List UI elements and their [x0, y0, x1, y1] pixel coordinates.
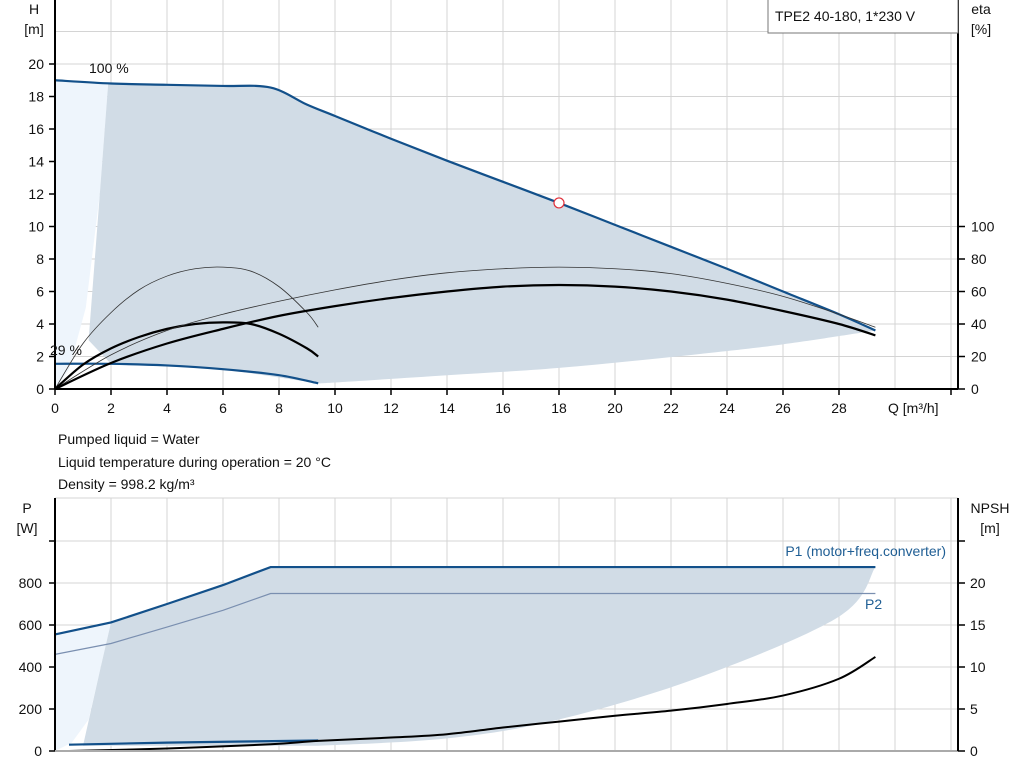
y-tick-label: 10	[28, 219, 44, 235]
y2-tick-label: 20	[970, 575, 986, 591]
top-plot-operating-area	[55, 80, 876, 389]
efficiency-curve	[54, 321, 319, 390]
x-tick-label: 20	[607, 400, 623, 416]
top-plot-axes: 0 2 4 6 8 10 12 14 16 18 20 22 24 26 28024681012141618…	[28, 0, 995, 416]
y-tick-label: 4	[36, 316, 44, 332]
y-tick-label: 16	[28, 121, 44, 137]
x-tick-label: 16	[495, 400, 511, 416]
y-tick-label: 600	[19, 617, 43, 633]
annotation-29-percent: 29 %	[50, 342, 82, 358]
chart-title: TPE2 40-180, 1*230 V	[775, 8, 916, 24]
y-tick-label: 0	[36, 381, 44, 397]
x-axis-label: Q [m³/h]	[888, 400, 939, 416]
y-tick-label: 20	[28, 56, 44, 72]
info-liquid-temperature: Liquid temperature during operation = 20…	[58, 454, 331, 470]
y-axis-label-h: H	[29, 1, 39, 17]
y-tick-label: 6	[36, 284, 44, 300]
duty-point-marker	[553, 197, 565, 209]
head-curve	[54, 79, 876, 332]
x-tick-label: 10	[327, 400, 343, 416]
y2-axis-unit-npsh: [m]	[980, 520, 999, 536]
y2-tick-label: 60	[971, 284, 987, 300]
y-tick-label: 0	[34, 743, 42, 759]
x-tick-label: 22	[663, 400, 679, 416]
efficiency-curve	[54, 266, 876, 390]
x-tick-label: 12	[383, 400, 399, 416]
y-tick-label: 12	[28, 186, 44, 202]
legend-p1: P1 (motor+freq.converter)	[785, 543, 946, 559]
y-tick-label: 8	[36, 251, 44, 267]
y-axis-label-p: P	[22, 500, 31, 516]
npsh-curve	[68, 656, 876, 752]
x-tick-label: 8	[275, 400, 283, 416]
y-tick-label: 200	[19, 701, 43, 717]
top-plot-curves	[54, 79, 876, 390]
info-pumped-liquid: Pumped liquid = Water	[58, 431, 200, 447]
y-tick-label: 14	[28, 154, 44, 170]
operating-area	[88, 83, 876, 384]
x-tick-label: 24	[719, 400, 735, 416]
y2-tick-label: 0	[970, 743, 978, 759]
x-tick-label: 14	[439, 400, 455, 416]
y2-tick-label: 40	[971, 316, 987, 332]
head-curve	[54, 362, 319, 385]
info-density: Density = 998.2 kg/m³	[58, 476, 195, 492]
y2-axis-label-npsh: NPSH	[971, 500, 1010, 516]
y2-axis-label-eta: eta	[971, 1, 991, 17]
y2-axis-unit-eta: [%]	[971, 21, 991, 37]
y2-tick-label: 15	[970, 617, 986, 633]
y2-tick-label: 5	[970, 701, 978, 717]
x-tick-label: 6	[219, 400, 227, 416]
light-operating-area	[55, 622, 111, 751]
power-curve	[68, 739, 319, 746]
annotation-100-percent: 100 %	[89, 60, 129, 76]
power-curve	[54, 565, 876, 636]
y-tick-label: 18	[28, 89, 44, 105]
legend-p2: P2	[865, 596, 882, 612]
y2-tick-label: 80	[971, 251, 987, 267]
bottom-plot-axes: 0 200 400 600 800 0 5 10 15 20	[19, 498, 986, 759]
y-axis-unit-p: [W]	[17, 520, 38, 536]
bottom-plot-curves	[54, 565, 876, 752]
x-tick-label: 28	[831, 400, 847, 416]
y2-tick-label: 20	[971, 349, 987, 365]
power-curve	[54, 592, 876, 655]
y-tick-label: 2	[36, 349, 44, 365]
efficiency-curve	[54, 266, 319, 390]
y2-tick-label: 10	[970, 659, 986, 675]
efficiency-curve	[54, 283, 876, 390]
x-tick-label: 4	[163, 400, 171, 416]
x-tick-label: 2	[107, 400, 115, 416]
operating-area	[83, 567, 876, 746]
x-tick-label: 18	[551, 400, 567, 416]
y-axis-unit-h: [m]	[24, 21, 43, 37]
y-tick-label: 400	[19, 659, 43, 675]
bottom-plot-operating-area	[55, 567, 876, 751]
x-tick-label: 26	[775, 400, 791, 416]
y2-tick-label: 0	[971, 381, 979, 397]
light-operating-area	[55, 80, 111, 389]
y2-tick-label: 100	[971, 219, 995, 235]
y-tick-label: 800	[19, 575, 43, 591]
title-box	[767, 0, 959, 34]
x-tick-label: 0	[51, 400, 59, 416]
